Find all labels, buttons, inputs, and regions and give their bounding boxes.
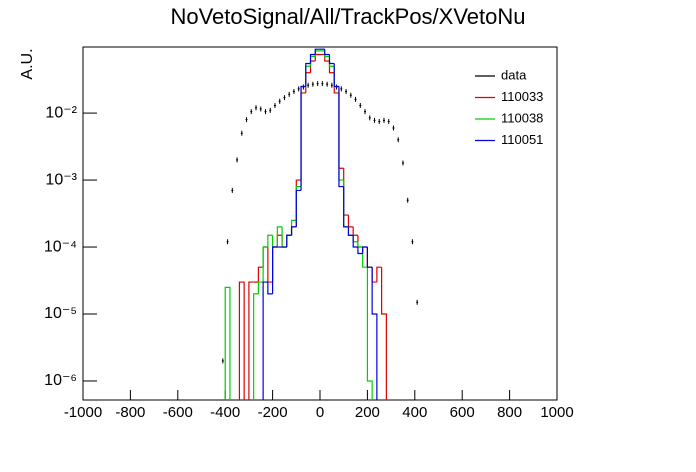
y-tick-label: 10⁻⁶ [44, 372, 77, 389]
data-point [231, 187, 234, 193]
histogram-step [276, 226, 283, 248]
data-point [382, 117, 385, 123]
histogram-step [338, 86, 344, 188]
histogram-step [262, 246, 268, 283]
histogram-step [267, 234, 273, 248]
histogram-step [253, 293, 259, 400]
data-point [330, 82, 333, 88]
y-axis-label: A.U. [19, 48, 36, 79]
x-tick-label: 1000 [540, 404, 573, 421]
legend-label: 110038 [501, 110, 543, 125]
histogram-step [376, 266, 382, 283]
y-tick-label: 10⁻² [45, 104, 77, 121]
histogram-step [248, 281, 254, 400]
histogram-step [224, 286, 231, 400]
data-point [283, 95, 286, 101]
histogram-step [324, 49, 330, 56]
histogram-step [238, 281, 245, 400]
histogram-step [295, 189, 302, 227]
data-point [345, 89, 348, 95]
histogram-step [366, 247, 373, 268]
data-point [278, 98, 281, 104]
histogram-step [257, 281, 264, 294]
data-point [240, 130, 243, 136]
histogram-step [305, 62, 311, 87]
data-point [321, 81, 324, 87]
data-point [316, 81, 319, 87]
histogram-step [290, 226, 297, 236]
histogram-step [300, 85, 306, 191]
data-point [264, 109, 267, 115]
histogram-step [309, 53, 316, 64]
data-point [292, 89, 295, 95]
histogram-step [366, 267, 373, 400]
x-tick-label: 400 [402, 404, 427, 421]
histogram-step [272, 246, 278, 294]
x-tick-label: 600 [450, 404, 475, 421]
data-point [226, 239, 229, 245]
x-tick-label: 0 [316, 404, 324, 421]
data-point [392, 125, 395, 131]
histogram-step [314, 48, 320, 55]
legend-label: 110033 [501, 89, 543, 104]
data-point [354, 96, 357, 102]
data-point [373, 117, 376, 123]
histogram-step [381, 267, 387, 400]
data-point [245, 117, 248, 123]
y-tick-label: 10⁻⁵ [44, 305, 77, 322]
y-tick-label: 10⁻³ [45, 171, 77, 188]
data-point [387, 118, 390, 124]
histogram-step [357, 247, 363, 255]
histogram-step [362, 246, 368, 254]
x-tick-label: -800 [115, 404, 145, 421]
data-point [368, 115, 371, 121]
histogram-step [328, 54, 335, 65]
legend-label: 110051 [501, 132, 543, 147]
data-point [359, 102, 362, 108]
data-point [311, 81, 314, 87]
data-point [349, 92, 352, 98]
data-point [397, 137, 400, 143]
data-point [288, 91, 291, 97]
x-tick-label: -200 [258, 404, 288, 421]
histogram-step [286, 234, 292, 248]
x-tick-label: -1000 [64, 404, 102, 421]
x-tick-label: -400 [210, 404, 240, 421]
data-point [273, 102, 276, 108]
data-point [297, 86, 300, 92]
histogram-step [347, 226, 354, 236]
histogram-step [352, 235, 358, 248]
histogram-step [257, 266, 264, 283]
data-point [236, 157, 239, 163]
chart-title: NoVetoSignal/All/TrackPos/XVetoNu [170, 4, 525, 29]
x-tick-label: 200 [355, 404, 380, 421]
data-point [307, 82, 310, 88]
x-tick-label: -600 [163, 404, 193, 421]
data-point [250, 109, 253, 115]
data-point [269, 107, 272, 113]
data-point [326, 81, 329, 87]
histogram-step [333, 63, 339, 88]
data-point [364, 109, 367, 115]
data-point [411, 239, 414, 245]
data-point [378, 118, 381, 124]
data-point [221, 358, 224, 364]
data-point [401, 160, 404, 166]
x-tick-label: 800 [497, 404, 522, 421]
data-point [340, 86, 343, 92]
histogram-step [262, 281, 268, 400]
data-point [255, 105, 258, 111]
histogram-step [343, 186, 349, 228]
data-point [259, 106, 262, 112]
histogram-step [371, 267, 378, 400]
legend-label: data [501, 67, 527, 82]
y-tick-label: 10⁻⁴ [44, 238, 77, 255]
data-point [416, 299, 419, 305]
histogram-step [267, 282, 273, 295]
data-point [406, 197, 409, 203]
